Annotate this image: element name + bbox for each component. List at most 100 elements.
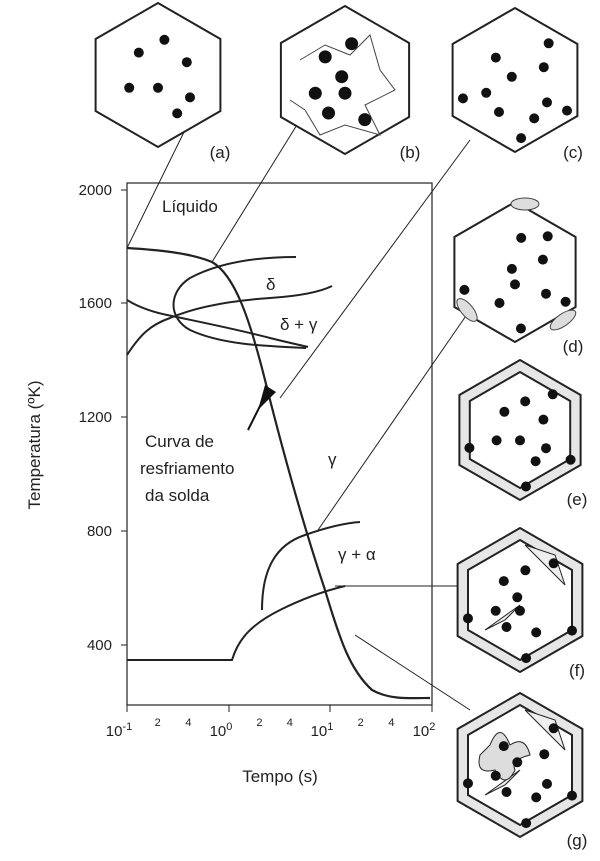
grain xyxy=(96,3,221,147)
boundary-precipitate xyxy=(562,106,572,116)
precipitate xyxy=(516,233,526,243)
boundary-precipitate xyxy=(458,93,468,103)
boundary-precipitate xyxy=(549,723,559,733)
panel-label: (e) xyxy=(567,490,588,509)
y-tick-label: 1200 xyxy=(79,409,112,426)
x-minor-label: 4 xyxy=(287,717,293,729)
precipitate xyxy=(358,113,371,126)
x-minor-label: 4 xyxy=(185,717,191,729)
delta-ferrite xyxy=(511,198,539,210)
boundary-precipitate xyxy=(521,818,531,828)
precipitate xyxy=(541,289,551,299)
precipitate xyxy=(531,456,541,466)
figure: 20001600120080040010-1100101102242424 (a… xyxy=(0,0,600,856)
precipitate xyxy=(491,53,501,63)
y-tick-label: 800 xyxy=(87,523,112,540)
region-label: γ + α xyxy=(338,545,376,564)
precipitate xyxy=(172,108,182,118)
region-label: δ + γ xyxy=(280,315,318,334)
precipitate xyxy=(494,107,504,117)
x-minor-label: 2 xyxy=(155,717,161,729)
precipitate xyxy=(512,757,522,767)
precipitate xyxy=(491,771,501,781)
boundary-precipitate xyxy=(463,613,473,623)
precipitate xyxy=(134,48,144,58)
precipitate xyxy=(531,792,541,802)
boundary-precipitate xyxy=(516,324,526,334)
precipitate xyxy=(515,435,525,445)
precipitate xyxy=(495,298,505,308)
boundary-precipitate xyxy=(516,133,526,143)
x-tick-label: 100 xyxy=(210,721,233,740)
precipitate xyxy=(185,92,195,102)
panel-label: (d) xyxy=(563,337,584,356)
precipitate xyxy=(507,264,517,274)
precipitate xyxy=(512,592,522,602)
precipitate xyxy=(541,443,551,453)
boundary-precipitate xyxy=(548,389,558,399)
precipitate xyxy=(538,255,548,265)
x-tick-label: 10-1 xyxy=(106,721,132,740)
annotation-line: Curva de xyxy=(145,432,214,451)
y-axis-label: Temperatura (ºK) xyxy=(25,380,44,509)
precipitate xyxy=(520,396,530,406)
precipitate xyxy=(502,787,512,797)
boundary-precipitate xyxy=(549,558,559,568)
panels: (a)(b)(c)(d)(e)(f)(g) xyxy=(96,3,588,850)
y-tick-label: 2000 xyxy=(79,182,112,199)
precipitate xyxy=(492,435,502,445)
boundary-precipitate xyxy=(561,297,571,307)
panel-label: (c) xyxy=(563,143,583,162)
precipitate xyxy=(335,70,348,83)
precipitate xyxy=(510,279,520,289)
precipitate xyxy=(538,415,548,425)
x-minor-label: 4 xyxy=(388,717,394,729)
precipitate xyxy=(531,627,541,637)
x-minor-label: 2 xyxy=(256,717,262,729)
panel-label: (a) xyxy=(210,143,231,162)
boundary-precipitate xyxy=(521,482,531,492)
annotation-line: resfriamento xyxy=(140,459,234,478)
precipitate xyxy=(515,606,525,616)
precipitate xyxy=(339,87,352,100)
y-tick-label: 400 xyxy=(87,637,112,654)
boundary-precipitate xyxy=(567,791,577,801)
boundary-precipitate xyxy=(567,626,577,636)
boundary-precipitate xyxy=(543,231,553,241)
boundary-precipitate xyxy=(521,653,531,663)
precipitate xyxy=(319,50,332,63)
panel-label: (b) xyxy=(400,143,421,162)
region-label: γ xyxy=(328,450,337,469)
precipitate xyxy=(182,57,192,67)
precipitate xyxy=(153,83,163,93)
annotation-line: da solda xyxy=(145,486,210,505)
precipitate xyxy=(491,606,501,616)
y-tick-label: 1600 xyxy=(79,295,112,312)
region-label: δ xyxy=(266,275,275,294)
x-axis-label: Tempo (s) xyxy=(242,767,318,786)
boundary-precipitate xyxy=(566,455,576,465)
x-tick-label: 102 xyxy=(413,721,436,740)
boundary-precipitate xyxy=(464,443,474,453)
precipitate xyxy=(499,576,509,586)
precipitate xyxy=(309,87,322,100)
boundary-precipitate xyxy=(459,285,469,295)
precipitate xyxy=(539,62,549,72)
delta-loop xyxy=(174,257,307,348)
precipitate xyxy=(507,72,517,82)
precipitate xyxy=(481,88,491,98)
panel-label: (g) xyxy=(567,831,588,850)
precipitate xyxy=(539,749,549,759)
precipitate xyxy=(542,97,552,107)
x-tick-label: 101 xyxy=(311,721,334,740)
precipitate xyxy=(124,83,134,93)
precipitate xyxy=(499,407,509,417)
precipitate xyxy=(159,35,169,45)
region-label: Líquido xyxy=(162,197,218,216)
precipitate xyxy=(520,565,530,575)
precipitate xyxy=(345,37,358,50)
precipitate xyxy=(499,741,509,751)
arrow-shaft xyxy=(248,398,264,430)
boundary-precipitate xyxy=(544,38,554,48)
boundary-precipitate xyxy=(463,778,473,788)
